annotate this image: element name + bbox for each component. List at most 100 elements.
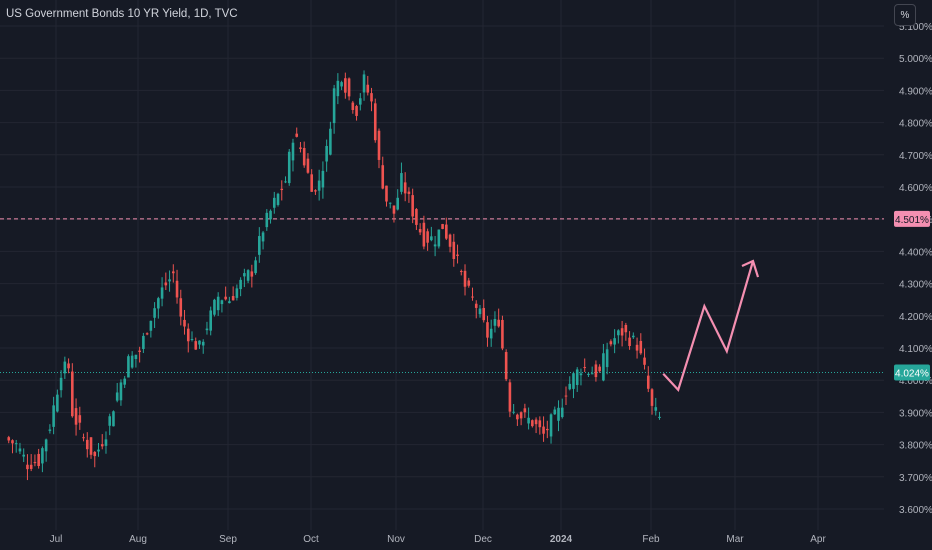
candle-body (261, 232, 265, 242)
candle-body (190, 339, 194, 341)
candle-body (643, 357, 646, 365)
x-tick-label: Feb (642, 534, 660, 545)
price-axis[interactable]: 3.600% 3.700% 3.800% 3.900% 4.000% 4.100% 4.20… (899, 22, 932, 516)
candle-body (325, 145, 328, 162)
candle-body (179, 298, 183, 317)
candle-body (201, 341, 205, 346)
candle-body (164, 282, 168, 286)
candle-body (295, 133, 299, 137)
y-tick-label: 3.700% (899, 473, 932, 484)
candle-body (445, 224, 448, 239)
y-tick-label: 3.900% (899, 408, 932, 419)
candle-body (422, 222, 426, 247)
candle-body (246, 270, 250, 281)
candle-body (359, 98, 362, 105)
x-tick-label: Aug (129, 534, 147, 545)
candle-body (194, 341, 198, 350)
x-tick-label: 2024 (550, 534, 573, 545)
candle-body (172, 271, 175, 274)
candle-body (63, 361, 67, 374)
candle-body (228, 301, 231, 304)
level-label: 4.024% (895, 368, 929, 379)
candle-body (108, 416, 112, 426)
level-label-bg (894, 364, 930, 381)
candle-body (441, 224, 444, 229)
candle-body (18, 448, 22, 452)
x-tick-label: Mar (726, 534, 744, 545)
candle-body (583, 367, 586, 369)
y-tick-label: 4.800% (899, 119, 932, 130)
candle-body (448, 234, 452, 247)
candle-body (123, 378, 126, 385)
candle-body (82, 437, 85, 439)
candle-body (142, 335, 145, 349)
candle-body (59, 377, 63, 391)
candle-body (407, 191, 411, 194)
candle-body (508, 382, 512, 412)
candle-body (186, 328, 190, 342)
candle-body (474, 303, 478, 308)
candle-body (332, 88, 336, 124)
candle-body (85, 439, 89, 450)
candle-body (93, 451, 97, 457)
candle-body (100, 444, 104, 447)
candle-body (632, 335, 635, 338)
candle-body (635, 344, 639, 351)
candle-body (617, 330, 620, 336)
candle-body (287, 151, 291, 184)
x-tick-label: Apr (810, 534, 826, 545)
candle-body (44, 439, 48, 452)
candle-body (620, 328, 624, 336)
candle-body (646, 375, 650, 389)
candle-body (220, 300, 224, 305)
candle-body (74, 408, 78, 425)
candle-body (280, 188, 284, 191)
candle-body (452, 241, 456, 259)
candle-body (546, 428, 549, 431)
x-tick-label: Sep (219, 534, 237, 545)
candle-body (112, 411, 115, 427)
candle-body (426, 231, 429, 243)
candle-body (145, 333, 149, 335)
percent-scale-button[interactable]: % (894, 4, 916, 26)
candle-body (306, 158, 310, 173)
candle-body (276, 193, 280, 205)
candle-body (231, 296, 235, 301)
candle-body (78, 415, 82, 423)
candle-body (344, 78, 347, 93)
candle-body (198, 340, 201, 345)
candle-body (516, 414, 519, 420)
candle-body (437, 229, 441, 247)
candle-body (587, 373, 590, 375)
candle-body (115, 392, 119, 401)
candle-body (48, 429, 52, 431)
candle-body (579, 373, 583, 376)
candlestick-series (7, 70, 661, 481)
candle-body (493, 318, 497, 326)
candle-body (624, 324, 628, 333)
candle-body (575, 369, 579, 385)
candle-body (400, 173, 403, 192)
candle-body (418, 229, 422, 233)
candle-body (482, 308, 486, 321)
time-axis[interactable]: Jul Aug Sep Oct Nov Dec 2024 Feb Mar Apr (50, 534, 827, 545)
candle-body (160, 287, 164, 299)
candle-body (351, 102, 355, 111)
candle-body (388, 202, 392, 204)
y-tick-label: 4.900% (899, 86, 932, 97)
candle-body (658, 416, 661, 418)
candle-body (14, 443, 18, 445)
candle-body (486, 322, 489, 338)
candle-body (613, 338, 616, 345)
y-tick-label: 3.800% (899, 441, 932, 452)
projection-path (662, 260, 755, 392)
candle-body (205, 328, 209, 331)
y-tick-label: 4.700% (899, 151, 932, 162)
candle-body (392, 205, 396, 214)
candle-body (501, 319, 504, 349)
candle-body (299, 147, 302, 149)
candle-body (56, 394, 59, 412)
candle-body (549, 414, 553, 437)
candle-body (534, 419, 538, 425)
